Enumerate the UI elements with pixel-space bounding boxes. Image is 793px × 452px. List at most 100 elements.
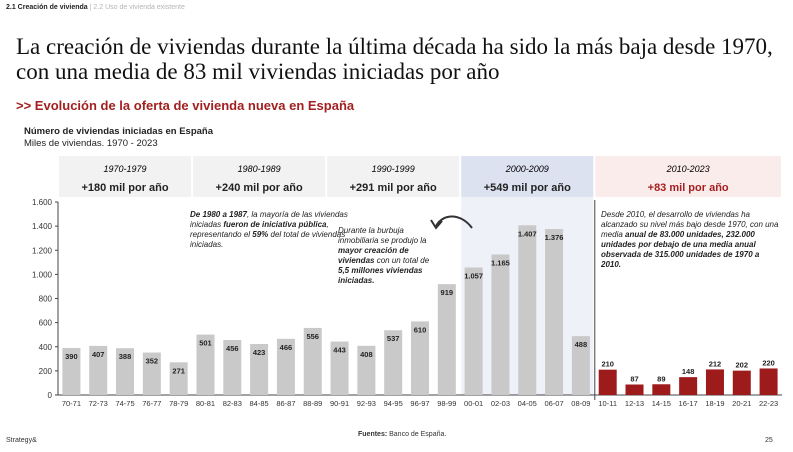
bar (89, 345, 108, 395)
x-tick-label: 04-05 (518, 399, 537, 408)
x-tick-label: 16-17 (679, 399, 698, 408)
arrowhead-icon (430, 219, 443, 230)
y-tick-label: 200 (39, 367, 53, 376)
page-number: 25 (765, 437, 773, 444)
annotation-run: , representando el (190, 220, 329, 239)
bar (357, 345, 376, 395)
bar-value-label: 352 (146, 357, 159, 366)
x-tick-label: 98-99 (437, 399, 456, 408)
bar-value-label: 456 (226, 344, 239, 353)
x-tick-label: 08-09 (571, 399, 590, 408)
bar-value-label: 537 (387, 334, 400, 343)
bar (545, 229, 564, 395)
annotation-run: mayor creación de viviendas (338, 246, 409, 265)
bar (276, 338, 295, 395)
bar-value-label: 919 (441, 288, 454, 297)
bar-value-label: 556 (306, 332, 319, 341)
bar-value-label: 220 (762, 358, 775, 367)
bar-value-label: 408 (360, 350, 373, 359)
annotation-bubble: Durante la burbuja inmobiliaria se produ… (338, 226, 438, 286)
breadcrumb-active[interactable]: 2.1 Creación de vivienda (6, 4, 88, 11)
bar-value-label: 1.165 (491, 258, 510, 267)
source-text: Banco de España. (387, 431, 447, 438)
bar (330, 341, 349, 395)
x-tick-label: 20-21 (732, 399, 751, 408)
period-divider (594, 200, 596, 400)
annotation-run: del total de viviendas iniciadas. (190, 230, 346, 249)
period-average: +240 mil por año (216, 182, 303, 194)
bar (518, 225, 537, 395)
annotation-run: Durante la burbuja inmobiliaria se produ… (338, 226, 427, 245)
brand-logo: Strategy& (6, 437, 37, 444)
annotation-run: fueron de iniciativa pública (223, 220, 327, 229)
bar-value-label: 210 (601, 360, 614, 369)
x-tick-label: 82-83 (223, 399, 242, 408)
bar (652, 384, 671, 395)
source-note: Fuentes: Banco de España. (358, 431, 446, 438)
y-tick-label: 1.400 (32, 222, 53, 231)
y-tick-label: 1.600 (32, 198, 53, 207)
chart-subtitle: Miles de viviendas. 1970 - 2023 (24, 138, 158, 149)
bar-value-label: 390 (65, 352, 78, 361)
section-subtitle: >> Evolución de la oferta de vivienda nu… (16, 98, 355, 113)
breadcrumb-inactive[interactable]: 2.2 Uso de vivienda existente (93, 4, 185, 11)
period-label: 1970-1979 (104, 164, 147, 174)
bar-value-label: 610 (414, 325, 427, 334)
bar-value-label: 1.057 (464, 271, 483, 280)
x-tick-label: 90-91 (330, 399, 349, 408)
x-tick-label: 76-77 (142, 399, 161, 408)
x-tick-label: 84-85 (250, 399, 269, 408)
bar (196, 334, 215, 395)
bar-value-label: 202 (736, 361, 749, 370)
y-tick-label: 0 (48, 391, 53, 400)
chart-title: Número de viviendas iniciadas en España (24, 126, 214, 137)
bar-value-label: 148 (682, 367, 695, 376)
x-tick-label: 88-89 (303, 399, 322, 408)
x-tick-label: 00-01 (464, 399, 483, 408)
bar (411, 321, 429, 395)
bar-value-label: 423 (253, 348, 266, 357)
y-tick-label: 800 (39, 295, 53, 304)
x-tick-label: 10-11 (598, 399, 617, 408)
x-tick-label: 12-13 (625, 399, 644, 408)
bar-value-label: 1.407 (518, 229, 537, 238)
bar (679, 377, 698, 395)
period-average: +291 mil por año (350, 182, 437, 194)
bar-value-label: 443 (333, 346, 346, 355)
period-label: 2000-2009 (505, 164, 549, 174)
period-label: 2010-2023 (666, 164, 710, 174)
annotation-run: De 1980 a 1987 (190, 210, 247, 219)
period-header (327, 156, 460, 197)
bar-value-label: 466 (280, 343, 293, 352)
annotation-run: anual de 83.000 unidades, 232.000 unidad… (601, 230, 760, 269)
bar (571, 336, 590, 395)
x-tick-label: 22-23 (759, 399, 778, 408)
bar-value-label: 488 (575, 340, 588, 349)
bar-value-label: 501 (199, 339, 212, 348)
y-tick-label: 600 (39, 319, 53, 328)
period-average: +180 mil por año (81, 182, 168, 194)
x-tick-label: 78-79 (169, 399, 188, 408)
bar-value-label: 89 (657, 374, 665, 383)
bar (437, 284, 456, 395)
x-tick-label: 06-07 (544, 399, 563, 408)
x-tick-label: 02-03 (491, 399, 510, 408)
x-tick-label: 96-97 (410, 399, 429, 408)
breadcrumb: 2.1 Creación de vivienda | 2.2 Uso de vi… (6, 4, 185, 11)
bar (116, 348, 135, 395)
breadcrumb-separator: | (87, 4, 94, 11)
bar-value-label: 271 (172, 366, 185, 375)
bar (491, 254, 510, 395)
bar (62, 347, 81, 395)
bar (250, 343, 269, 395)
bar (759, 368, 778, 395)
bar (464, 267, 483, 395)
x-tick-label: 86-87 (276, 399, 295, 408)
bar (732, 370, 751, 395)
bar (384, 330, 403, 395)
period-label: 1980-1989 (238, 164, 281, 174)
bar (169, 362, 188, 395)
bar-value-label: 1.376 (545, 233, 564, 242)
x-tick-label: 14-15 (652, 399, 671, 408)
